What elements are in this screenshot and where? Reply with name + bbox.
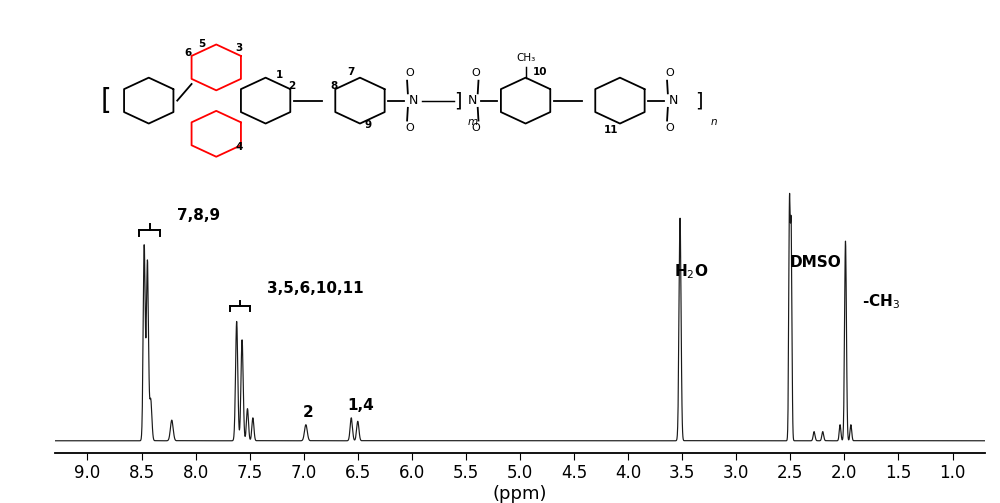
Text: CH₃: CH₃ [516,53,535,63]
Text: ]: ] [696,91,703,110]
Text: O: O [665,68,674,78]
Text: [: [ [101,87,111,115]
Text: 1: 1 [276,69,283,79]
Text: 5: 5 [198,39,206,49]
Text: N: N [468,94,477,107]
Text: n: n [711,117,718,127]
Text: 10: 10 [533,66,547,76]
Text: 7,8,9: 7,8,9 [177,208,220,223]
X-axis label: (ppm): (ppm) [493,484,547,502]
Text: 8: 8 [331,81,338,91]
Text: 7: 7 [348,66,355,76]
Text: H$_2$O: H$_2$O [674,262,708,281]
Text: ]: ] [454,91,462,110]
Text: 9: 9 [365,120,372,130]
Text: 11: 11 [604,125,619,135]
Text: -CH$_3$: -CH$_3$ [862,292,900,310]
Text: O: O [405,123,414,133]
Text: 2: 2 [288,81,295,91]
Text: O: O [665,123,674,133]
Text: 3,5,6,10,11: 3,5,6,10,11 [267,281,364,296]
Text: 1,4: 1,4 [348,398,374,413]
Text: 3: 3 [235,43,243,53]
Text: O: O [472,68,481,78]
Text: 6: 6 [184,48,191,58]
Text: O: O [405,68,414,78]
Text: DMSO: DMSO [790,255,842,270]
Text: 4: 4 [235,142,243,152]
Text: 2: 2 [303,405,313,420]
Text: m: m [468,117,478,127]
Text: N: N [408,94,418,107]
Text: N: N [668,94,678,107]
Text: O: O [472,123,481,133]
